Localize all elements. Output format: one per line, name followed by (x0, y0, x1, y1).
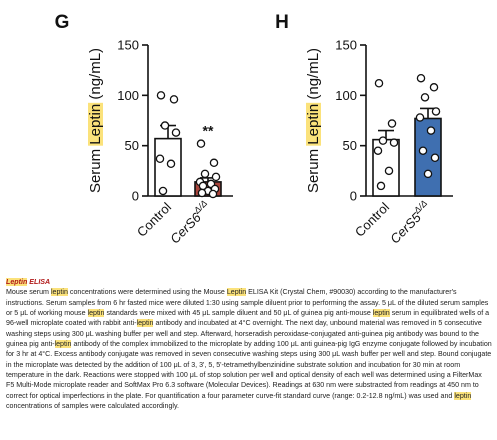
y-tick-label: 50 (125, 138, 139, 153)
methods-section: Leptin ELISA Mouse serum leptin concentr… (6, 277, 492, 411)
data-point (389, 138, 399, 147)
methods-text: standards were mixed with 45 μL sample d… (104, 309, 373, 318)
data-point (155, 154, 165, 164)
methods-text: concentrations of samples were calculate… (6, 402, 179, 411)
methods-body: Mouse serum leptin concentrations were d… (6, 288, 492, 410)
y-axis-label-pre: Serum (87, 145, 104, 193)
y-tick-label: 0 (350, 189, 357, 204)
bar-control (154, 137, 182, 197)
data-point (420, 93, 430, 102)
y-axis-label-highlight-box (88, 102, 103, 146)
highlighted-term: leptin (54, 340, 72, 349)
data-point (431, 107, 441, 116)
methods-text: concentrations were determined using the… (67, 288, 227, 297)
data-point (166, 159, 176, 169)
highlighted-term: leptin (454, 391, 472, 400)
methods-text: Mouse serum (6, 288, 51, 297)
data-point (158, 186, 168, 196)
chart-panel-h: H 0 50 100 150 Serum Leptin (ng/mL) ControlCer… (275, 12, 453, 246)
panel-letter: H (275, 12, 289, 33)
highlighted-term: Leptin (226, 288, 247, 297)
data-point (156, 91, 166, 100)
y-tick-label: 100 (117, 88, 139, 103)
y-axis-label-post: (ng/mL) (305, 48, 322, 104)
y-axis-label-highlight: Leptin (305, 104, 322, 145)
y-axis-label: Serum Leptin (ng/mL) (305, 48, 322, 193)
methods-heading: Leptin ELISA (6, 278, 50, 286)
highlighted-term: leptin (87, 309, 105, 318)
data-point (429, 83, 439, 92)
y-axis-label-pre: Serum (305, 145, 322, 193)
data-point (416, 73, 426, 83)
methods-text: antibody and incubated at 4°C overnight.… (6, 319, 482, 349)
category-label: CerS5Δ/Δ (386, 198, 434, 246)
data-point (197, 188, 207, 198)
significance-marker: ** (203, 123, 214, 139)
y-axis-label: Serum Leptin (ng/mL) (87, 48, 104, 193)
y-axis-label-post: (ng/mL) (87, 48, 104, 104)
y-tick-label: 150 (117, 38, 139, 53)
data-point (169, 95, 179, 104)
y-tick-label: 50 (343, 138, 357, 153)
data-point (378, 136, 388, 145)
y-tick-label: 150 (335, 38, 357, 53)
y-axis-label-highlight: Leptin (87, 104, 104, 145)
data-point (387, 119, 397, 128)
data-point (171, 128, 181, 137)
data-point (415, 113, 425, 122)
category-label-base: Control (352, 199, 392, 239)
methods-text: serum in equilibrated wells of a 96-well… (6, 309, 490, 328)
data-point (200, 169, 210, 179)
category-label: CerS6Δ/Δ (166, 198, 214, 246)
data-point (211, 172, 221, 182)
methods-heading-highlight: Leptin (6, 278, 28, 286)
data-point (423, 169, 433, 179)
highlighted-term: leptin (136, 319, 154, 328)
category-label: Control (352, 199, 392, 239)
data-point (196, 139, 206, 148)
data-point (209, 158, 219, 168)
data-point (418, 146, 428, 155)
data-point (384, 166, 394, 176)
figure: G 0 50 100 150 Serum Leptin (ng/mL) Control Cer… (55, 12, 453, 246)
data-point (373, 146, 383, 155)
methods-heading-rest: ELISA (27, 278, 51, 286)
panel-letter: G (55, 12, 70, 33)
y-axis-label-highlight-box (306, 102, 321, 146)
highlighted-term: leptin (50, 288, 68, 297)
data-point (160, 121, 170, 130)
data-point (376, 181, 386, 191)
data-point (374, 79, 384, 88)
methods-text: antibody of the complex immobilized to t… (6, 340, 492, 400)
data-point (426, 126, 436, 135)
y-tick-label: 100 (335, 88, 357, 103)
data-point (430, 153, 440, 162)
data-point (208, 189, 218, 199)
y-tick-label: 0 (132, 189, 139, 204)
highlighted-term: leptin (372, 309, 390, 318)
methods-text: ELISA Kit (Crystal Chem, #90030) accordi… (6, 288, 489, 318)
